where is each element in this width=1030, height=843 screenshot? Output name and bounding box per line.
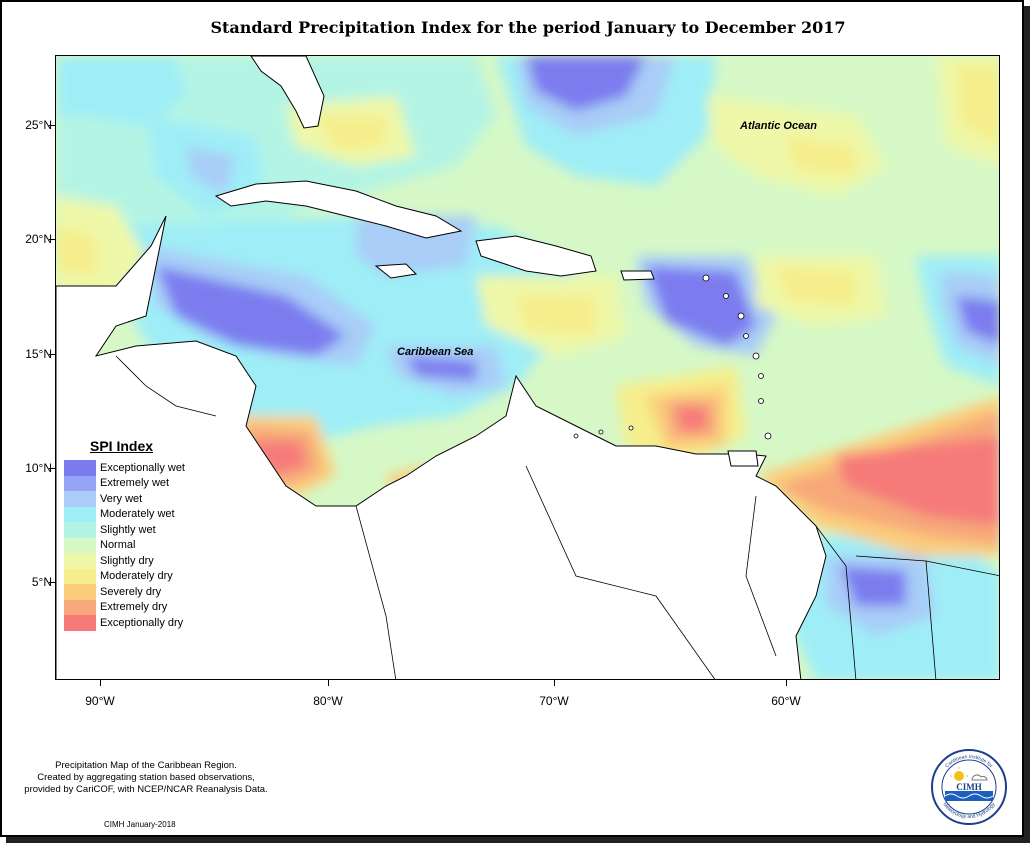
legend-label: Moderately dry xyxy=(100,570,173,583)
label-caribbean-sea: Caribbean Sea xyxy=(397,346,474,358)
legend-swatch xyxy=(64,491,96,507)
footer-line: Precipitation Map of the Caribbean Regio… xyxy=(55,760,237,771)
legend-swatch xyxy=(64,615,96,631)
sun-icon xyxy=(954,771,964,781)
legend-label: Exceptionally wet xyxy=(100,461,185,474)
lon-tick xyxy=(328,680,329,686)
lat-tick-label: 25°N xyxy=(25,118,52,132)
credit-text: CIMH January-2018 xyxy=(104,820,176,829)
lat-tick-label: 15°N xyxy=(25,347,52,361)
spi-field xyxy=(56,56,999,679)
map-title: Standard Precipitation Index for the per… xyxy=(210,18,846,37)
lon-tick-label: 70°W xyxy=(539,694,569,708)
frame-shadow xyxy=(6,837,1030,843)
lat-tick xyxy=(49,354,55,355)
legend-swatch xyxy=(64,537,96,553)
lat-tick-label: 10°N xyxy=(25,461,52,475)
lat-tick-label: 5°N xyxy=(31,575,52,589)
legend-swatch xyxy=(64,475,96,491)
legend-label: Slightly dry xyxy=(100,554,154,567)
legend-title: SPI Index xyxy=(90,438,154,454)
legend-item: Very wet xyxy=(64,491,204,507)
legend-item: Exceptionally dry xyxy=(64,615,204,631)
spi-map xyxy=(55,55,1000,680)
lesser-antilles xyxy=(573,274,772,440)
legend-swatch xyxy=(64,506,96,522)
footer-line: provided by CariCOF, with NCEP/NCAR Rean… xyxy=(24,784,268,795)
footer-line: Created by aggregating station based obs… xyxy=(37,772,255,783)
legend-item: Exceptionally wet xyxy=(64,460,204,476)
land-outlines xyxy=(56,56,827,679)
lon-tick xyxy=(554,680,555,686)
label-atlantic-ocean: Atlantic Ocean xyxy=(740,120,818,132)
lat-tick xyxy=(49,468,55,469)
legend-label: Extremely wet xyxy=(100,477,170,490)
lat-tick-label: 20°N xyxy=(25,232,52,246)
lon-tick xyxy=(100,680,101,686)
legend-item: Normal xyxy=(64,537,204,553)
legend-swatch xyxy=(64,568,96,584)
legend-swatch xyxy=(64,599,96,615)
legend-label: Very wet xyxy=(100,492,143,505)
lon-tick-label: 80°W xyxy=(313,694,343,708)
lon-tick-label: 90°W xyxy=(85,694,115,708)
svg-text:CIMH: CIMH xyxy=(956,782,982,792)
legend-label: Extremely dry xyxy=(100,601,168,614)
lon-tick-label: 60°W xyxy=(771,694,801,708)
map-description: Precipitation Map of the Caribbean Regio… xyxy=(0,760,292,796)
spi-legend: SPI Index Exceptionally wet Extremely wet… xyxy=(64,438,204,631)
legend-label: Moderately wet xyxy=(100,508,175,521)
legend-item: Moderately dry xyxy=(64,568,204,584)
legend-label: Exceptionally dry xyxy=(100,616,184,629)
legend-swatch xyxy=(64,460,96,476)
lon-tick xyxy=(786,680,787,686)
legend-swatch xyxy=(64,522,96,538)
country-borders xyxy=(115,355,999,679)
legend-item: Slightly dry xyxy=(64,553,204,569)
cloud-icon xyxy=(971,774,988,781)
legend-item: Slightly wet xyxy=(64,522,204,538)
legend-label: Slightly wet xyxy=(100,523,156,536)
legend-swatch xyxy=(64,553,96,569)
legend-item: Extremely wet xyxy=(64,475,204,491)
lat-tick xyxy=(49,239,55,240)
legend-item: Severely dry xyxy=(64,584,204,600)
frame-shadow xyxy=(1024,6,1030,843)
legend-label: Normal xyxy=(100,539,136,552)
cimh-logo: CIMH Caribbean Institute for Meteorology… xyxy=(930,748,1008,826)
legend-item: Extremely dry xyxy=(64,599,204,615)
lat-tick xyxy=(49,125,55,126)
legend-label: Severely dry xyxy=(100,585,162,598)
lat-tick xyxy=(49,582,55,583)
legend-swatch xyxy=(64,584,96,600)
legend-item: Moderately wet xyxy=(64,506,204,522)
